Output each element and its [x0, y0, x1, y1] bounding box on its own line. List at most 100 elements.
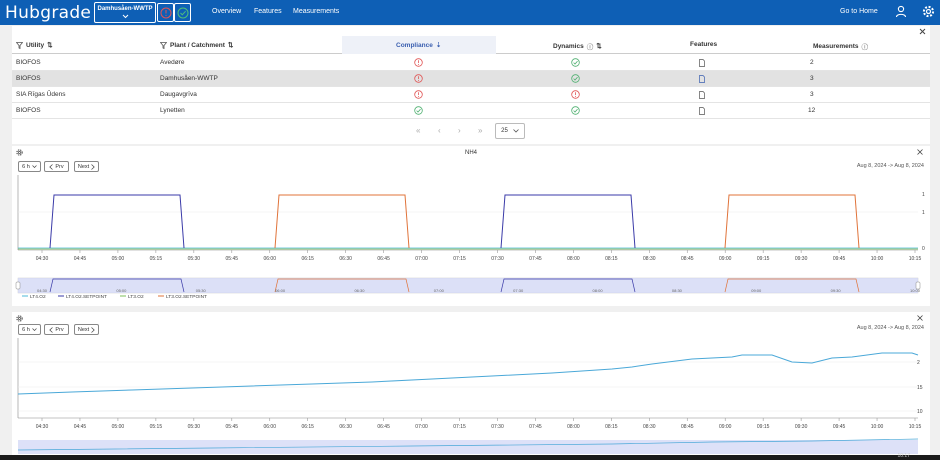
x-tick-label: 06:30 — [339, 256, 352, 262]
navigator-tick-label: 10:00 — [910, 288, 921, 293]
col-dynamics-label: Dynamics — [553, 42, 584, 50]
go-to-home-link[interactable]: Go to Home — [840, 8, 878, 15]
taskbar-clock: 10:17 — [897, 453, 910, 459]
page-size-select[interactable]: 25 — [495, 123, 525, 139]
table-row[interactable]: BIOFOS Damhusåen-WWTP 3 — [12, 71, 930, 87]
navigator-series — [274, 278, 410, 293]
close-icon[interactable] — [917, 315, 923, 321]
table-row[interactable]: BIOFOS Lynetten 12 — [12, 103, 930, 119]
app-logo[interactable]: Hubgrade — [5, 3, 92, 23]
cell-measurements: 3 — [810, 91, 814, 98]
x-tick-label: 06:45 — [377, 424, 390, 430]
cell-utility: BIOFOS — [16, 75, 41, 82]
x-tick-label: 07:30 — [491, 424, 504, 430]
col-compliance-label: Compliance — [396, 41, 433, 49]
next-button[interactable]: Next — [74, 324, 99, 335]
gear-icon[interactable] — [16, 315, 23, 322]
alert-circle-icon — [571, 90, 580, 99]
navigator-tick-label: 04:30 — [37, 288, 48, 293]
period-select[interactable]: 6 h — [18, 324, 41, 335]
chevron-right-icon — [91, 163, 95, 170]
close-icon[interactable] — [917, 149, 923, 155]
document-icon[interactable] — [699, 75, 705, 83]
user-icon[interactable] — [895, 5, 907, 18]
gear-icon[interactable] — [16, 149, 23, 156]
pagination: « ‹ › » 25 — [12, 122, 930, 142]
compliance-status-button[interactable] — [157, 3, 174, 22]
nav-overview[interactable]: Overview — [212, 8, 242, 15]
date-range: Aug 8, 2024 -> Aug 8, 2024 — [856, 325, 924, 331]
legend-label: LT3.O2 — [128, 294, 144, 300]
table-row[interactable]: SIA Rīgas Ūdens Daugavgrīva 3 — [12, 87, 930, 103]
alert-circle-icon — [414, 90, 423, 99]
col-measurements: Measurements ⓘ — [813, 41, 868, 52]
nav-measurements[interactable]: Measurements — [293, 8, 340, 15]
last-page-button[interactable]: » — [478, 126, 483, 135]
x-tick-label: 06:00 — [263, 256, 276, 262]
x-tick-label: 07:00 — [415, 424, 428, 430]
prev-page-button[interactable]: ‹ — [438, 126, 441, 135]
x-tick-label: 10:15 — [909, 256, 922, 262]
chevron-left-icon — [49, 326, 54, 333]
plant-selector-label: Damhusåen-WWTP — [97, 6, 153, 12]
col-compliance[interactable]: Compliance ⇣ — [396, 41, 442, 50]
next-button[interactable]: Next — [74, 161, 99, 172]
nav-features[interactable]: Features — [254, 8, 282, 15]
x-tick-label: 05:45 — [226, 424, 239, 430]
prev-button[interactable]: Prv — [44, 324, 69, 335]
period-select[interactable]: 6 h — [18, 161, 41, 172]
document-icon[interactable] — [699, 91, 705, 99]
y-tick-label: 10 — [917, 409, 923, 415]
cell-measurements: 3 — [810, 75, 814, 82]
alert-circle-icon — [414, 74, 423, 83]
x-tick-label: 10:00 — [871, 424, 884, 430]
legend-label: LT4.O2 — [30, 294, 46, 300]
x-tick-label: 09:15 — [757, 424, 770, 430]
col-plant[interactable]: Plant / Catchment ⇅ — [160, 41, 233, 49]
x-tick-label: 07:45 — [529, 256, 542, 262]
check-circle-icon — [177, 7, 188, 18]
series-lt3-o2-setpoint — [724, 194, 860, 249]
col-dynamics[interactable]: Dynamics ⓘ ⇅ — [553, 41, 602, 52]
document-icon[interactable] — [699, 107, 705, 115]
cell-utility: BIOFOS — [16, 59, 41, 66]
x-tick-label: 04:45 — [74, 256, 87, 262]
close-icon[interactable] — [919, 28, 926, 35]
plant-selector[interactable]: Damhusåen-WWTP — [94, 2, 156, 23]
prev-button[interactable]: Prv — [44, 161, 69, 172]
nh4-plot[interactable]: 1 1 0 04:30 04:45 05:00 05:15 05:30 05:45 06:00 06… — [12, 146, 930, 306]
measurement-plot[interactable]: 2 15 10 04:30 04:45 05:00 05:15 05:30 05:45 06:00… — [12, 312, 930, 458]
navigator-series — [17, 438, 919, 451]
sort-desc-icon: ⇣ — [435, 42, 442, 49]
first-page-button[interactable]: « — [416, 126, 421, 135]
dynamics-status-button[interactable] — [174, 3, 191, 22]
navigator-tick-label: 08:00 — [593, 288, 604, 293]
table-row[interactable]: BIOFOS Avedøre 2 — [12, 55, 930, 71]
col-utility[interactable]: Utility ⇅ — [16, 41, 53, 49]
x-tick-label: 07:15 — [453, 424, 466, 430]
cell-plant: Avedøre — [160, 59, 185, 66]
next-page-button[interactable]: › — [458, 126, 461, 135]
x-tick-label: 05:45 — [226, 256, 239, 262]
table-header: Utility ⇅ Plant / Catchment ⇅ Compliance… — [12, 36, 930, 54]
document-icon[interactable] — [699, 59, 705, 67]
nh4-chart-panel: NH4 6 h Prv Next Aug 8, 2024 -> Aug 8, 2… — [12, 146, 930, 306]
navigator-tick-label: 05:00 — [116, 288, 127, 293]
series-lt4-o2-setpoint — [49, 194, 185, 249]
x-tick-label: 05:30 — [188, 424, 201, 430]
navigator-tick-label: 08:30 — [672, 288, 683, 293]
x-tick-label: 08:45 — [681, 424, 694, 430]
x-tick-label: 07:00 — [415, 256, 428, 262]
chevron-left-icon — [49, 163, 54, 170]
x-tick-label: 09:00 — [719, 256, 732, 262]
navigator-tick-label: 05:30 — [196, 288, 207, 293]
sort-icon: ⇅ — [47, 42, 53, 49]
x-tick-label: 06:15 — [301, 256, 314, 262]
col-measurements-label: Measurements — [813, 42, 859, 50]
x-tick-label: 09:30 — [795, 256, 808, 262]
series-line — [17, 352, 919, 395]
gear-icon[interactable] — [922, 5, 935, 18]
x-tick-label: 09:45 — [833, 256, 846, 262]
navigator-tick-label: 06:00 — [275, 288, 286, 293]
sort-icon: ⇅ — [227, 42, 234, 49]
